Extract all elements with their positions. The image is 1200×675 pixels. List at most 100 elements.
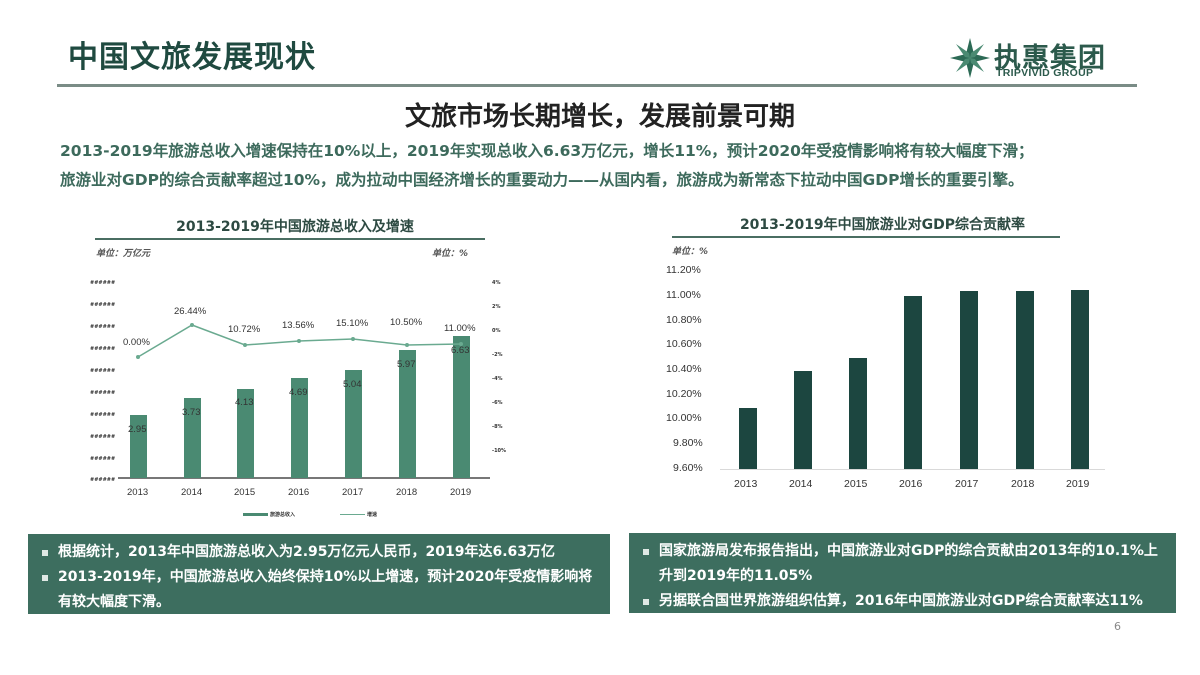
x-tick: 2017 — [342, 487, 364, 498]
bar-2016 — [291, 378, 308, 478]
summary-box-right: 国家旅游局发布报告指出，中国旅游业对GDP的综合贡献由2013年的10.1%上升… — [629, 533, 1176, 613]
legend-line-swatch — [340, 514, 365, 515]
y-tick: 2% — [492, 304, 501, 310]
y-tick: 9.80% — [673, 437, 703, 449]
x-tick: 2019 — [1066, 478, 1090, 490]
bar-label: 4.13 — [235, 397, 254, 408]
company-logo: 执惠集团 TRIPVIVID GROUP — [950, 36, 1140, 82]
x-tick: 2014 — [181, 487, 203, 498]
logo-name-cn: 执惠集团 — [994, 43, 1106, 74]
x-tick: 2017 — [955, 478, 979, 490]
x-tick: 2015 — [844, 478, 868, 490]
y-tick: ###### — [90, 477, 116, 483]
bar-2017 — [960, 291, 978, 469]
line-label: 26.44% — [174, 306, 207, 317]
bar-label: 3.73 — [182, 407, 201, 418]
y-tick: 11.00% — [666, 289, 701, 301]
growth-line — [136, 323, 463, 359]
x-tick: 2015 — [234, 487, 256, 498]
bar-label: 6.63 — [451, 345, 470, 356]
chart-title-rule — [95, 238, 485, 240]
page-number: 6 — [1114, 620, 1121, 633]
summary-bullet: 根据统计，2013年中国旅游总收入为2.95万亿元人民币，2019年达6.63万… — [38, 540, 600, 565]
y-tick: 10.20% — [666, 388, 702, 400]
bar-label: 5.97 — [397, 359, 416, 370]
unit-right: 单位：% — [432, 249, 469, 259]
intro-line-1: 2013-2019年旅游总收入增速保持在10%以上，2019年实现总收入6.63… — [60, 142, 1034, 160]
y-tick: ###### — [90, 324, 116, 330]
bar-2015 — [849, 358, 867, 469]
bar-2018 — [399, 350, 416, 478]
line-label: 10.50% — [390, 317, 423, 328]
headline: 文旅市场长期增长，发展前景可期 — [404, 102, 795, 132]
summary-bullet: 2013-2019年，中国旅游总收入始终保持10%以上增速，预计2020年受疫情… — [38, 565, 600, 615]
bar-2013 — [130, 415, 147, 478]
bar-label: 2.95 — [128, 424, 147, 435]
bar-2018 — [1016, 291, 1034, 469]
summary-bullet: 国家旅游局发布报告指出，中国旅游业对GDP的综合贡献由2013年的10.1%上升… — [639, 539, 1166, 589]
bar-2017 — [345, 370, 362, 478]
gdp-contribution-chart: 2013-2019年中国旅游业对GDP综合贡献率 单位：% 11.20% 11.… — [660, 205, 1110, 505]
y-axis-left: ###### ###### ###### ###### ###### #####… — [90, 280, 116, 490]
chart-title: 2013-2019年中国旅游总收入及增速 — [176, 219, 414, 235]
x-tick: 2016 — [899, 478, 923, 490]
y-tick: ###### — [90, 456, 116, 462]
y-tick: ###### — [90, 302, 116, 308]
bar-label: 4.69 — [289, 387, 308, 398]
line-label: 13.56% — [282, 320, 315, 331]
x-tick: 2018 — [396, 487, 418, 498]
y-tick: 10.80% — [666, 314, 702, 326]
y-tick: 10.40% — [666, 363, 702, 375]
y-tick: ###### — [90, 390, 116, 396]
bar-2013 — [739, 408, 757, 469]
y-tick: -8% — [492, 424, 503, 430]
summary-bullet: 另据联合国世界旅游组织估算，2016年中国旅游业对GDP综合贡献率达11% — [639, 589, 1166, 614]
title-divider — [57, 84, 1137, 87]
bar-2019 — [1071, 290, 1089, 469]
legend-line-label: 增速 — [367, 512, 378, 518]
bar-2015 — [237, 389, 254, 478]
logo-name-en: TRIPVIVID GROUP — [996, 67, 1094, 79]
y-tick: -10% — [492, 448, 507, 454]
y-tick: 10.00% — [666, 412, 702, 424]
bar-2014 — [184, 398, 201, 478]
x-tick: 2018 — [1011, 478, 1035, 490]
y-axis-right: 4% 2% 0% -2% -4% -6% -8% -10% — [492, 280, 512, 490]
bar-2016 — [904, 296, 922, 469]
y-tick: ###### — [90, 280, 116, 286]
y-tick: 4% — [492, 280, 501, 286]
y-tick: -6% — [492, 400, 503, 406]
line-label: 10.72% — [228, 324, 261, 335]
y-tick: 0% — [492, 328, 501, 334]
line-label: 11.00% — [444, 323, 476, 334]
x-axis-line — [720, 469, 1105, 470]
y-tick: -2% — [492, 352, 503, 358]
y-tick: 10.60% — [666, 338, 702, 350]
legend-bar-swatch — [243, 513, 268, 516]
chart-title: 2013-2019年中国旅游业对GDP综合贡献率 — [739, 217, 1026, 233]
x-tick: 2013 — [734, 478, 758, 490]
x-tick: 2016 — [288, 487, 310, 498]
revenue-chart: 2013-2019年中国旅游总收入及增速 单位：万亿元 单位：% ###### … — [90, 210, 510, 530]
legend-bar-label: 旅游总收入 — [270, 512, 296, 518]
y-tick: 11.20% — [666, 264, 701, 276]
y-tick: ###### — [90, 346, 116, 352]
x-tick: 2014 — [789, 478, 813, 490]
x-tick: 2019 — [450, 487, 472, 498]
unit-label: 单位：% — [672, 247, 709, 257]
page-title: 中国文旅发展现状 — [68, 40, 316, 75]
y-tick: 9.60% — [673, 462, 703, 474]
x-tick: 2013 — [127, 487, 149, 498]
y-tick: -4% — [492, 376, 503, 382]
star-burst-logo-icon — [950, 38, 990, 78]
intro-line-2: 旅游业对GDP的综合贡献率超过10%，成为拉动中国经济增长的重要动力——从国内看… — [60, 171, 1024, 189]
y-tick: ###### — [90, 412, 116, 418]
y-tick: ###### — [90, 368, 116, 374]
y-tick: ###### — [90, 434, 116, 440]
line-label: 15.10% — [336, 318, 369, 329]
bar-2019 — [453, 336, 470, 478]
line-label: 0.00% — [123, 337, 150, 348]
bar-label: 5.04 — [343, 379, 362, 390]
summary-box-left: 根据统计，2013年中国旅游总收入为2.95万亿元人民币，2019年达6.63万… — [28, 534, 610, 614]
chart-title-rule — [672, 236, 1060, 238]
